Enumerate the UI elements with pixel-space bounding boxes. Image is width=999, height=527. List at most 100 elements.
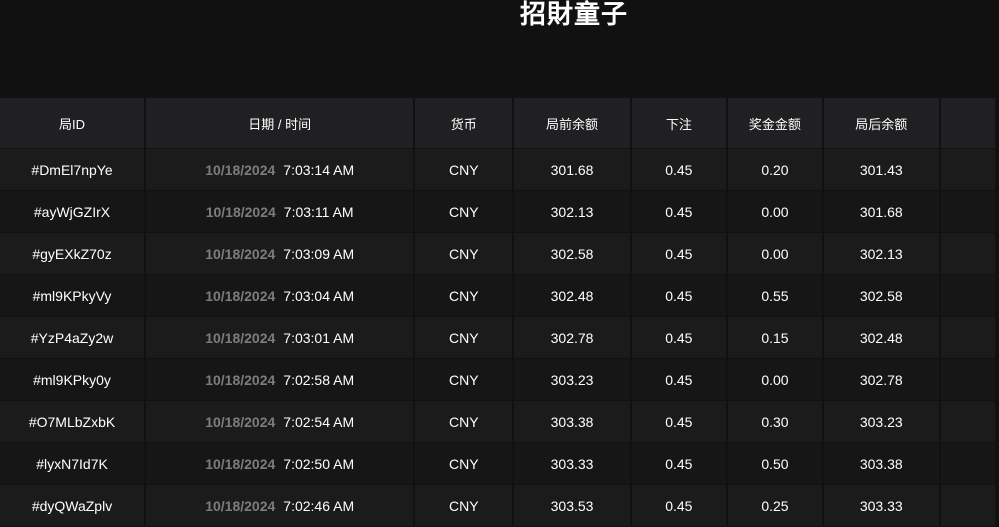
datetime: 10/18/2024 7:02:50 AM <box>146 443 414 484</box>
balance-after: 303.38 <box>823 443 939 484</box>
round-id[interactable]: #DmEl7npYe <box>0 149 145 190</box>
balance-before: 301.68 <box>514 149 630 190</box>
table-row[interactable]: #gyEXkZ70z 10/18/2024 7:03:09 AM CNY 302.58 0… <box>0 233 995 274</box>
currency: CNY <box>415 359 513 400</box>
datetime: 10/18/2024 7:03:09 AM <box>146 233 414 274</box>
round-id[interactable]: #YzP4aZy2w <box>0 317 145 358</box>
time: 7:03:04 AM <box>283 287 355 304</box>
datetime: 10/18/2024 7:03:11 AM <box>146 191 414 232</box>
table-row[interactable]: #ml9KPkyVy 10/18/2024 7:03:04 AM CNY 302.48 0… <box>0 275 995 316</box>
date: 10/18/2024 <box>205 329 276 346</box>
balance-after: 302.48 <box>823 317 939 358</box>
time: 7:02:54 AM <box>283 413 355 430</box>
round-id[interactable]: #O7MLbZxbK <box>0 401 145 442</box>
win: 0.55 <box>727 275 822 316</box>
game-title: 招財童子 <box>519 0 628 29</box>
currency: CNY <box>415 485 513 526</box>
header-round-id: 局ID <box>0 98 145 148</box>
extra-cell <box>940 275 995 316</box>
balance-before: 302.78 <box>514 317 630 358</box>
currency: CNY <box>415 401 513 442</box>
bet: 0.45 <box>631 359 726 400</box>
date: 10/18/2024 <box>205 413 276 430</box>
table-row[interactable]: #ayWjGZIrX 10/18/2024 7:03:11 AM CNY 302.13 0… <box>0 191 995 232</box>
win: 0.25 <box>727 485 822 526</box>
round-id[interactable]: #ayWjGZIrX <box>0 191 145 232</box>
header-bet: 下注 <box>631 98 726 148</box>
bet: 0.45 <box>631 401 726 442</box>
bet: 0.45 <box>631 275 726 316</box>
balance-before: 302.48 <box>514 275 630 316</box>
extra-cell <box>940 485 995 526</box>
datetime: 10/18/2024 7:02:46 AM <box>146 485 414 526</box>
round-id[interactable]: #ml9KPkyVy <box>0 275 145 316</box>
win: 0.00 <box>727 191 822 232</box>
balance-before: 303.53 <box>514 485 630 526</box>
win: 0.15 <box>727 317 822 358</box>
datetime: 10/18/2024 7:03:04 AM <box>146 275 414 316</box>
balance-after: 303.23 <box>823 401 939 442</box>
header-win: 奖金金额 <box>727 98 822 148</box>
currency: CNY <box>415 233 513 274</box>
balance-after: 302.58 <box>823 275 939 316</box>
bet: 0.45 <box>631 443 726 484</box>
round-id[interactable]: #gyEXkZ70z <box>0 233 145 274</box>
time: 7:02:46 AM <box>283 497 355 514</box>
table-row[interactable]: #O7MLbZxbK 10/18/2024 7:02:54 AM CNY 303.38 0… <box>0 401 995 442</box>
round-id[interactable]: #dyQWaZplv <box>0 485 145 526</box>
extra-cell <box>940 191 995 232</box>
balance-before: 303.38 <box>514 401 630 442</box>
time: 7:03:11 AM <box>283 203 354 220</box>
extra-cell <box>940 233 995 274</box>
win: 0.20 <box>727 149 822 190</box>
extra-cell <box>940 317 995 358</box>
header-datetime: 日期 / 时间 <box>146 98 414 148</box>
time: 7:03:09 AM <box>283 245 355 262</box>
balance-after: 301.43 <box>823 149 939 190</box>
bet: 0.45 <box>631 191 726 232</box>
win: 0.30 <box>727 401 822 442</box>
table-row[interactable]: #lyxN7Id7K 10/18/2024 7:02:50 AM CNY 303.33 0… <box>0 443 995 484</box>
table-row[interactable]: #dyQWaZplv 10/18/2024 7:02:46 AM CNY 303.53 0… <box>0 485 995 526</box>
extra-cell <box>940 443 995 484</box>
date: 10/18/2024 <box>205 497 276 514</box>
date: 10/18/2024 <box>205 455 276 472</box>
balance-after: 303.33 <box>823 485 939 526</box>
header-extra <box>940 98 995 148</box>
extra-cell <box>940 401 995 442</box>
header-balance-before: 局前余额 <box>514 98 630 148</box>
date: 10/18/2024 <box>205 287 276 304</box>
win: 0.00 <box>727 233 822 274</box>
header-row: 局ID 日期 / 时间 货币 局前余额 下注 奖金金额 局后余额 <box>0 98 995 148</box>
balance-before: 302.58 <box>514 233 630 274</box>
bet: 0.45 <box>631 317 726 358</box>
bet: 0.45 <box>631 485 726 526</box>
date: 10/18/2024 <box>205 245 276 262</box>
currency: CNY <box>415 275 513 316</box>
header-balance-after: 局后余额 <box>823 98 939 148</box>
datetime: 10/18/2024 7:03:14 AM <box>146 149 414 190</box>
history-table: 局ID 日期 / 时间 货币 局前余额 下注 奖金金额 局后余额 #DmEl7n… <box>0 97 997 527</box>
time: 7:02:58 AM <box>283 371 355 388</box>
currency: CNY <box>415 191 513 232</box>
win: 0.00 <box>727 359 822 400</box>
date: 10/18/2024 <box>205 161 276 178</box>
round-id[interactable]: #ml9KPky0y <box>0 359 145 400</box>
datetime: 10/18/2024 7:02:58 AM <box>146 359 414 400</box>
balance-before: 303.33 <box>514 443 630 484</box>
datetime: 10/18/2024 7:03:01 AM <box>146 317 414 358</box>
table-row[interactable]: #ml9KPky0y 10/18/2024 7:02:58 AM CNY 303.23 0… <box>0 359 995 400</box>
extra-cell <box>940 149 995 190</box>
currency: CNY <box>415 443 513 484</box>
time: 7:02:50 AM <box>283 455 355 472</box>
table-row[interactable]: #YzP4aZy2w 10/18/2024 7:03:01 AM CNY 302.78 0… <box>0 317 995 358</box>
time: 7:03:01 AM <box>283 329 355 346</box>
date: 10/18/2024 <box>205 371 276 388</box>
round-id[interactable]: #lyxN7Id7K <box>0 443 145 484</box>
extra-cell <box>940 359 995 400</box>
currency: CNY <box>415 317 513 358</box>
bet: 0.45 <box>631 233 726 274</box>
header-currency: 货币 <box>415 98 513 148</box>
table-row[interactable]: #DmEl7npYe 10/18/2024 7:03:14 AM CNY 301.68 0… <box>0 149 995 190</box>
time: 7:03:14 AM <box>283 161 355 178</box>
